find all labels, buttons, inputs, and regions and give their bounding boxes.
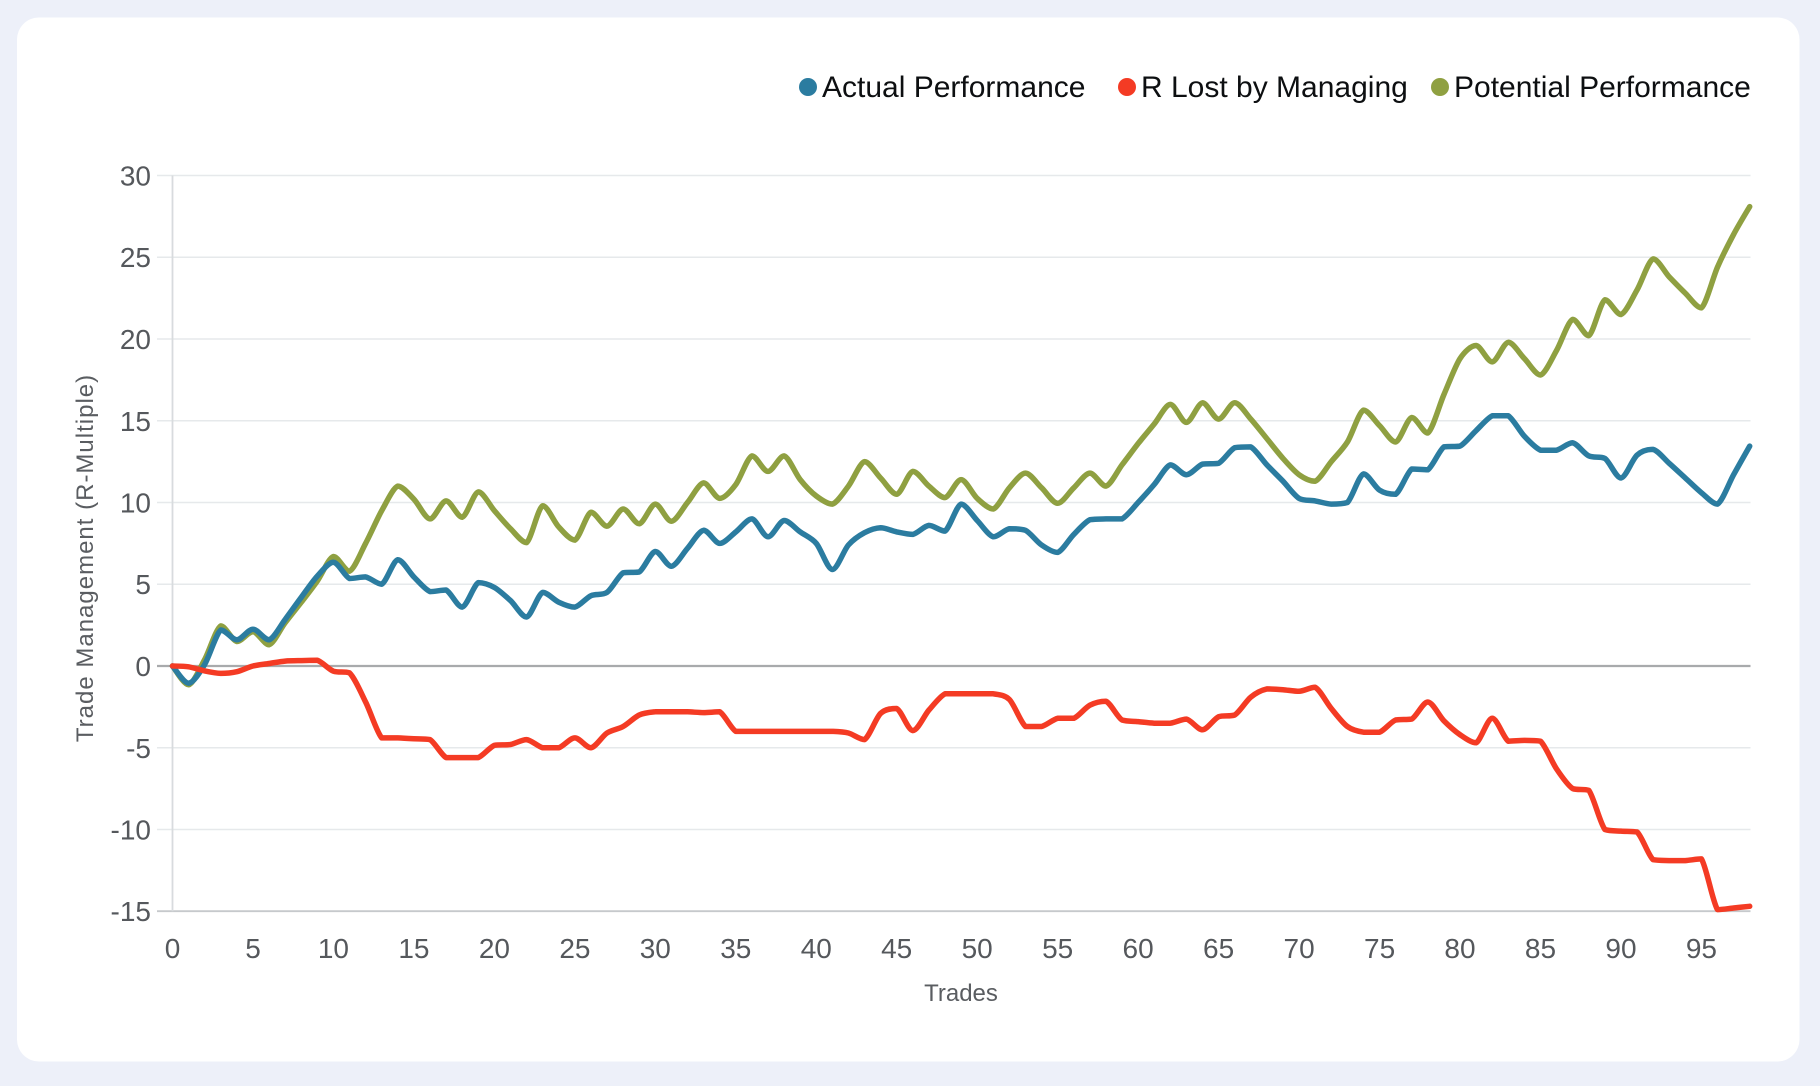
svg-text:60: 60: [1123, 933, 1154, 964]
svg-text:-5: -5: [126, 733, 151, 764]
svg-text:90: 90: [1605, 933, 1636, 964]
svg-text:95: 95: [1686, 933, 1717, 964]
svg-text:0: 0: [135, 651, 151, 682]
svg-text:25: 25: [559, 933, 590, 964]
svg-text:20: 20: [120, 324, 151, 355]
svg-text:Actual Performance: Actual Performance: [822, 71, 1085, 104]
svg-text:R Lost by Managing: R Lost by Managing: [1141, 71, 1408, 104]
svg-text:50: 50: [962, 933, 993, 964]
svg-text:45: 45: [881, 933, 912, 964]
svg-text:85: 85: [1525, 933, 1556, 964]
svg-text:75: 75: [1364, 933, 1395, 964]
svg-text:10: 10: [318, 933, 349, 964]
svg-text:0: 0: [165, 933, 181, 964]
svg-text:5: 5: [135, 569, 151, 600]
svg-text:30: 30: [640, 933, 671, 964]
svg-text:20: 20: [479, 933, 510, 964]
svg-text:-15: -15: [111, 896, 151, 927]
svg-text:30: 30: [120, 161, 151, 192]
svg-text:-10: -10: [111, 815, 151, 846]
svg-text:Trade Management (R-Multiple): Trade Management (R-Multiple): [72, 374, 99, 742]
svg-text:5: 5: [245, 933, 261, 964]
svg-text:35: 35: [720, 933, 751, 964]
svg-text:Trades: Trades: [924, 980, 998, 1007]
svg-text:25: 25: [120, 242, 151, 273]
svg-text:15: 15: [120, 406, 151, 437]
svg-text:Potential Performance: Potential Performance: [1454, 71, 1751, 104]
svg-text:15: 15: [398, 933, 429, 964]
svg-text:80: 80: [1444, 933, 1475, 964]
svg-text:55: 55: [1042, 933, 1073, 964]
svg-text:10: 10: [120, 488, 151, 519]
svg-text:65: 65: [1203, 933, 1234, 964]
svg-text:40: 40: [801, 933, 832, 964]
svg-text:70: 70: [1284, 933, 1315, 964]
